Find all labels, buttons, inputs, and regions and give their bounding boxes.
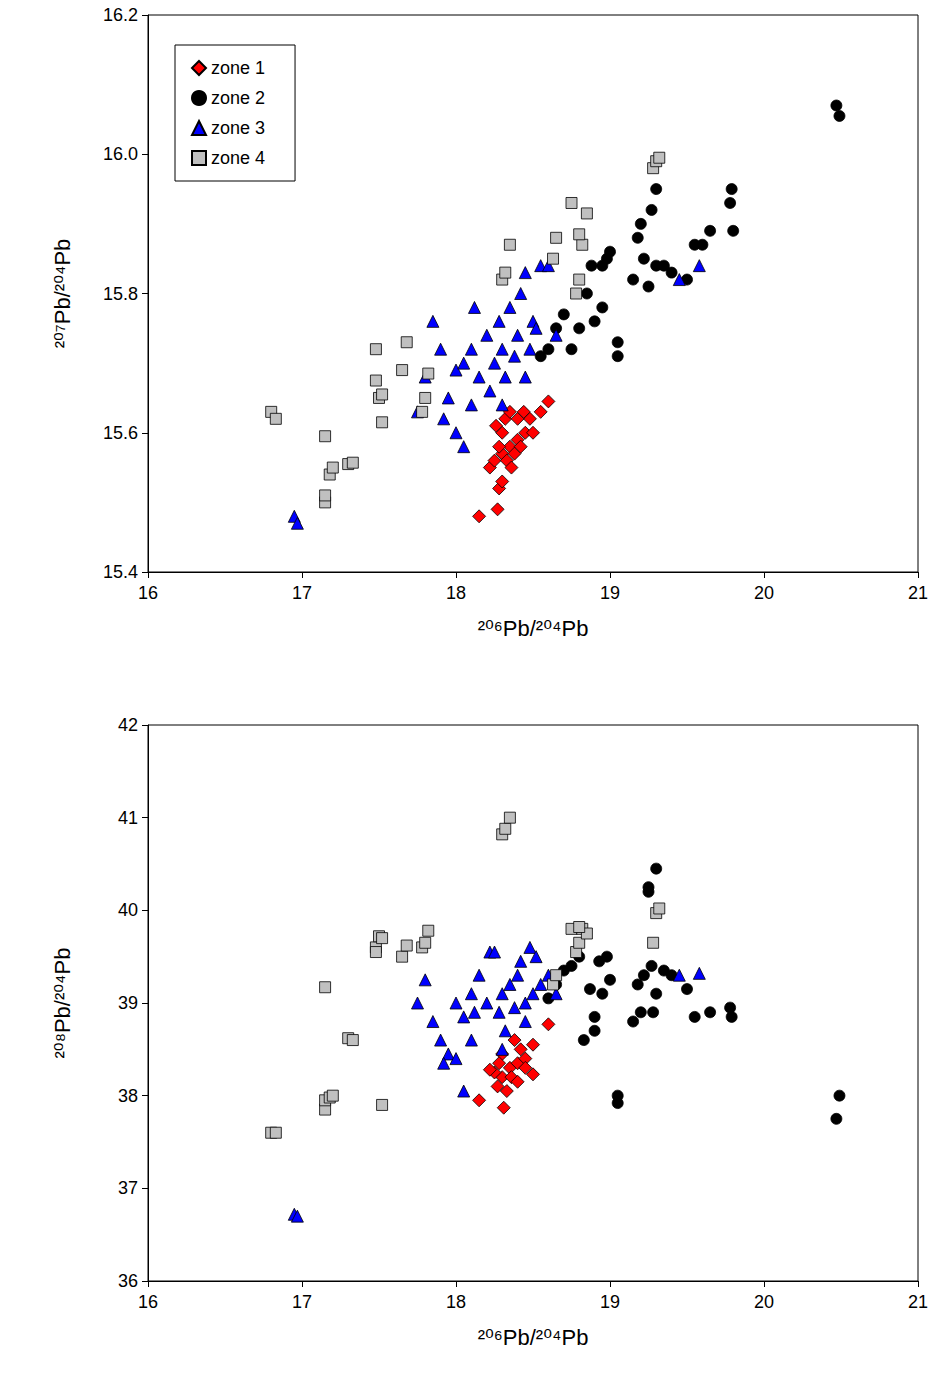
svg-text:15.6: 15.6 bbox=[103, 423, 138, 443]
svg-text:20: 20 bbox=[754, 583, 774, 603]
svg-text:19: 19 bbox=[600, 1292, 620, 1312]
svg-text:42: 42 bbox=[118, 715, 138, 735]
svg-text:²⁰⁶Pb/²⁰⁴Pb: ²⁰⁶Pb/²⁰⁴Pb bbox=[478, 1325, 589, 1350]
svg-text:19: 19 bbox=[600, 583, 620, 603]
svg-text:zone 4: zone 4 bbox=[211, 148, 265, 168]
svg-text:40: 40 bbox=[118, 900, 138, 920]
svg-text:²⁰⁷Pb/²⁰⁴Pb: ²⁰⁷Pb/²⁰⁴Pb bbox=[50, 239, 75, 349]
svg-text:zone 1: zone 1 bbox=[211, 58, 265, 78]
svg-text:16: 16 bbox=[138, 1292, 158, 1312]
svg-text:38: 38 bbox=[118, 1086, 138, 1106]
svg-text:16.0: 16.0 bbox=[103, 144, 138, 164]
svg-text:²⁰⁸Pb/²⁰⁴Pb: ²⁰⁸Pb/²⁰⁴Pb bbox=[50, 948, 75, 1059]
svg-text:zone 2: zone 2 bbox=[211, 88, 265, 108]
svg-text:18: 18 bbox=[446, 1292, 466, 1312]
svg-text:17: 17 bbox=[292, 583, 312, 603]
svg-text:16.2: 16.2 bbox=[103, 5, 138, 25]
svg-text:zone 3: zone 3 bbox=[211, 118, 265, 138]
svg-text:16: 16 bbox=[138, 583, 158, 603]
svg-text:21: 21 bbox=[908, 583, 928, 603]
svg-text:15.4: 15.4 bbox=[103, 562, 138, 582]
svg-text:18: 18 bbox=[446, 583, 466, 603]
svg-text:²⁰⁶Pb/²⁰⁴Pb: ²⁰⁶Pb/²⁰⁴Pb bbox=[478, 616, 589, 641]
svg-text:20: 20 bbox=[754, 1292, 774, 1312]
svg-text:36: 36 bbox=[118, 1271, 138, 1291]
svg-text:15.8: 15.8 bbox=[103, 284, 138, 304]
svg-text:21: 21 bbox=[908, 1292, 928, 1312]
svg-text:39: 39 bbox=[118, 993, 138, 1013]
svg-text:37: 37 bbox=[118, 1178, 138, 1198]
svg-text:41: 41 bbox=[118, 808, 138, 828]
svg-text:17: 17 bbox=[292, 1292, 312, 1312]
